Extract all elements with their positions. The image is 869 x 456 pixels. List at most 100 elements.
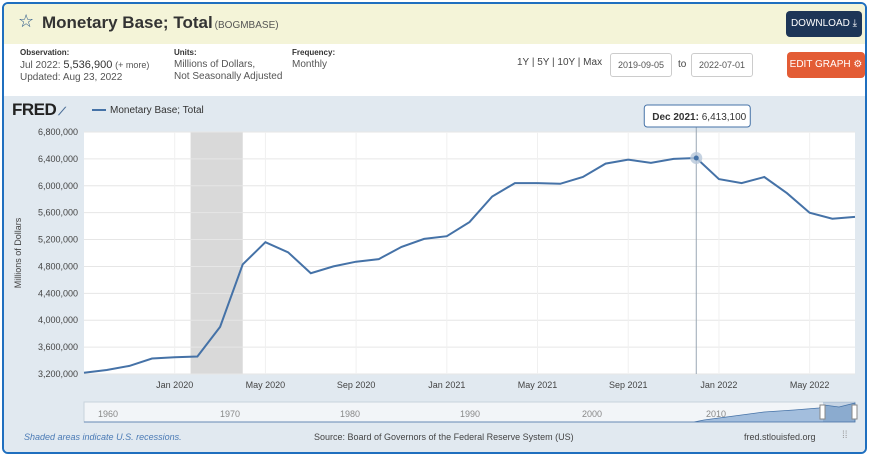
y-tick-label: 6,400,000 (38, 154, 78, 164)
y-tick-label: 6,000,000 (38, 181, 78, 191)
navigator-handle-right (851, 404, 858, 420)
observation-block: Observation: Jul 2022: 5,536,900 (+ more… (20, 48, 149, 84)
legend-label: Monetary Base; Total (110, 105, 204, 116)
series-id: (BOGMBASE) (214, 20, 279, 31)
data-point (854, 216, 856, 218)
resize-handle-icon[interactable]: ⁞⁞ (842, 430, 848, 441)
data-point (423, 238, 425, 240)
navigator-year-label: 1960 (98, 409, 118, 419)
navigator-year-label: 1990 (460, 409, 480, 419)
data-point (105, 369, 107, 371)
tooltip-date: Dec 2021: (652, 112, 701, 123)
observation-label: Observation: (20, 48, 70, 57)
legend-line-swatch (92, 109, 106, 112)
fred-logo: FRED ⟋ (12, 100, 66, 119)
y-tick-label: 3,600,000 (38, 342, 78, 352)
units-line1: Millions of Dollars, (174, 59, 256, 70)
navigator-selection (823, 402, 855, 422)
navigator-handle-left (819, 404, 826, 420)
data-point (332, 265, 334, 267)
data-point (219, 326, 221, 328)
frequency-label: Frequency: (292, 48, 336, 57)
chart-legend[interactable]: Monetary Base; Total (92, 105, 204, 116)
data-point (83, 371, 85, 373)
data-point (627, 158, 629, 160)
data-point (650, 162, 652, 164)
data-point (378, 258, 380, 260)
data-point (310, 272, 312, 274)
page-title: Monetary Base; Total (BOGMBASE) (42, 13, 279, 32)
y-tick-label: 3,200,000 (38, 369, 78, 379)
data-point (786, 192, 788, 194)
data-point (174, 356, 176, 358)
data-point (242, 263, 244, 265)
navigator-year-label: 2000 (582, 409, 602, 419)
x-tick-label: Jan 2021 (428, 380, 465, 390)
star-icon[interactable]: ☆ (18, 11, 35, 31)
units-block: Units: Millions of Dollars, Not Seasonal… (174, 48, 282, 83)
units-line2: Not Seasonally Adjusted (174, 71, 283, 82)
fred-logo-mark: ⟋ (58, 106, 66, 118)
chart-svg[interactable]: 3,200,000 3,600,000 4,000,000 4,400,000 4,80… (4, 4, 865, 454)
data-point (355, 261, 357, 263)
x-tick-label: May 2021 (518, 380, 558, 390)
x-tick-label: Jan 2022 (700, 380, 737, 390)
navigator-year-label: 1970 (220, 409, 240, 419)
range-links[interactable]: 1Y | 5Y | 10Y | Max (517, 57, 603, 68)
data-point (604, 162, 606, 164)
x-tick-label: Sep 2020 (337, 380, 376, 390)
data-point (672, 158, 674, 160)
units-label: Units: (174, 48, 197, 57)
frequency-block: Frequency: Monthly (292, 48, 335, 71)
highlight-point-center (693, 155, 699, 161)
data-point (514, 182, 516, 184)
site-link[interactable]: fred.stlouisfed.org (744, 432, 816, 442)
y-axis-label: Millions of Dollars (13, 217, 23, 288)
observation-value: Jul 2022: 5,536,900 (+ more) (20, 59, 150, 71)
data-point (446, 235, 448, 237)
edit-graph-button[interactable]: EDIT GRAPH ⚙ (787, 52, 865, 78)
data-point (264, 241, 266, 243)
data-point (831, 218, 833, 220)
data-point (536, 182, 538, 184)
tooltip-value: 6,413,100 (702, 112, 747, 123)
updated-date: Updated: Aug 23, 2022 (20, 72, 123, 83)
x-tick-label: May 2020 (246, 380, 286, 390)
data-point (740, 182, 742, 184)
y-tick-label: 5,600,000 (38, 208, 78, 218)
data-point (718, 178, 720, 180)
data-point (808, 211, 810, 213)
recession-shading (190, 132, 243, 374)
navigator-year-label: 2010 (706, 409, 726, 419)
x-tick-label: May 2022 (790, 380, 830, 390)
data-point (287, 251, 289, 253)
tooltip-text: Dec 2021: 6,413,100 (652, 112, 746, 123)
x-tick-label: Jan 2020 (156, 380, 193, 390)
data-point (128, 365, 130, 367)
frequency-value: Monthly (292, 59, 328, 70)
download-button[interactable]: DOWNLOAD ⤓ (786, 11, 862, 37)
end-date-input[interactable]: 2022-07-01 (691, 53, 753, 77)
graph-header: ☆ Monetary Base; Total (BOGMBASE) DOWNLOA… (4, 4, 865, 44)
data-point (491, 195, 493, 197)
data-point (196, 355, 198, 357)
data-point (468, 221, 470, 223)
y-tick-label: 4,400,000 (38, 288, 78, 298)
to-label: to (678, 59, 687, 70)
start-date-input[interactable]: 2019-09-05 (610, 53, 672, 77)
source-text: Source: Board of Governors of the Federa… (314, 432, 574, 442)
y-tick-label: 4,000,000 (38, 315, 78, 325)
series-line (83, 156, 856, 374)
y-tick-label: 4,800,000 (38, 261, 78, 271)
x-tick-label: Sep 2021 (609, 380, 648, 390)
tooltip-box (643, 104, 751, 128)
data-point (582, 176, 584, 178)
data-point (763, 176, 765, 178)
data-point (400, 246, 402, 248)
data-point (559, 183, 561, 185)
y-tick-label: 5,200,000 (38, 235, 78, 245)
observation-more-link[interactable]: (+ more) (115, 60, 150, 70)
data-point (151, 357, 153, 359)
recession-note[interactable]: Shaded areas indicate U.S. recessions. (24, 432, 182, 442)
navigator-year-label: 1980 (340, 409, 360, 419)
